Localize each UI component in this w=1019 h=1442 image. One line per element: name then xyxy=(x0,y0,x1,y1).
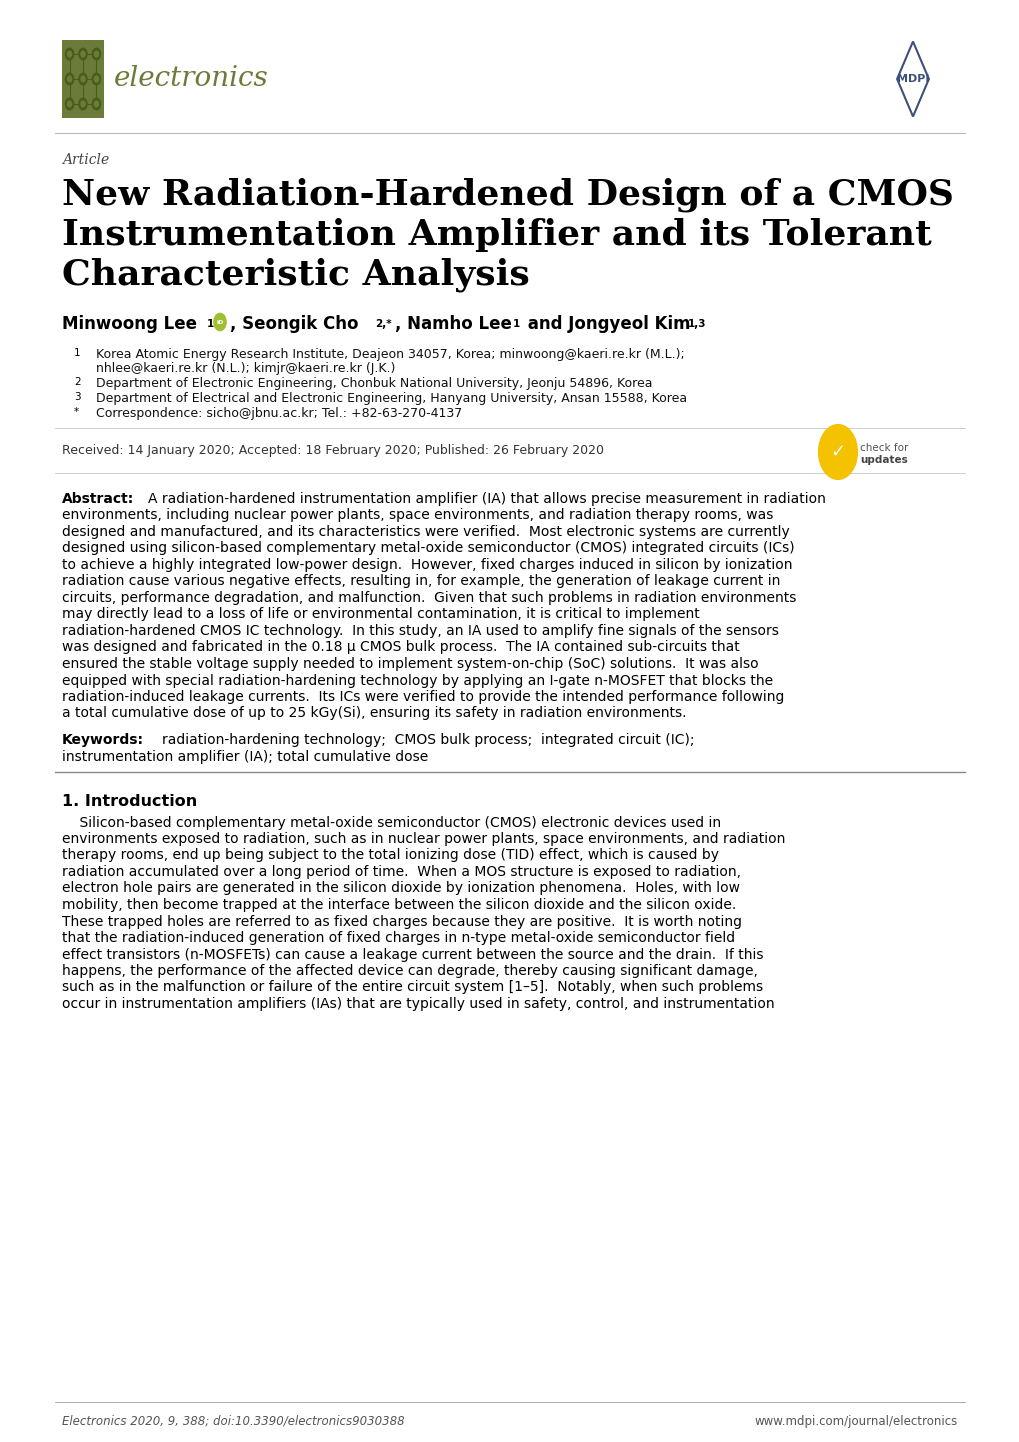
Text: , Namho Lee: , Namho Lee xyxy=(394,314,512,333)
Text: a total cumulative dose of up to 25 kGy(Si), ensuring its safety in radiation en: a total cumulative dose of up to 25 kGy(… xyxy=(62,707,686,721)
FancyBboxPatch shape xyxy=(62,40,104,118)
Text: was designed and fabricated in the 0.18 μ CMOS bulk process.  The IA contained s: was designed and fabricated in the 0.18 … xyxy=(62,640,739,655)
Circle shape xyxy=(78,48,87,59)
Text: 1: 1 xyxy=(207,319,214,329)
Text: equipped with special radiation-hardening technology by applying an I-gate n-MOS: equipped with special radiation-hardenin… xyxy=(62,673,772,688)
Circle shape xyxy=(65,98,73,110)
Text: effect transistors (n-MOSFETs) can cause a leakage current between the source an: effect transistors (n-MOSFETs) can cause… xyxy=(62,947,763,962)
Text: iD: iD xyxy=(216,320,223,324)
Text: Instrumentation Amplifier and its Tolerant: Instrumentation Amplifier and its Tolera… xyxy=(62,218,930,252)
Text: Minwoong Lee: Minwoong Lee xyxy=(62,314,197,333)
Text: may directly lead to a loss of life or environmental contamination, it is critic: may directly lead to a loss of life or e… xyxy=(62,607,699,622)
Circle shape xyxy=(95,50,99,56)
Text: 1: 1 xyxy=(74,348,81,358)
Text: designed and manufactured, and its characteristics were verified.  Most electron: designed and manufactured, and its chara… xyxy=(62,525,789,539)
Text: radiation-hardened CMOS IC technology.  In this study, an IA used to amplify fin: radiation-hardened CMOS IC technology. I… xyxy=(62,624,779,637)
Circle shape xyxy=(65,74,73,85)
Text: ✓: ✓ xyxy=(829,443,845,461)
Text: that the radiation-induced generation of fixed charges in n-type metal-oxide sem: that the radiation-induced generation of… xyxy=(62,932,735,945)
Text: Correspondence: sicho@jbnu.ac.kr; Tel.: +82-63-270-4137: Correspondence: sicho@jbnu.ac.kr; Tel.: … xyxy=(96,407,462,420)
Text: electronics: electronics xyxy=(114,65,268,92)
Text: radiation-induced leakage currents.  Its ICs were verified to provide the intend: radiation-induced leakage currents. Its … xyxy=(62,691,784,704)
Text: mobility, then become trapped at the interface between the silicon dioxide and t: mobility, then become trapped at the int… xyxy=(62,898,736,911)
Text: MDPI: MDPI xyxy=(896,74,928,84)
Circle shape xyxy=(81,50,85,56)
Text: such as in the malfunction or failure of the entire circuit system [1–5].  Notab: such as in the malfunction or failure of… xyxy=(62,981,762,995)
Circle shape xyxy=(78,98,87,110)
Text: Department of Electronic Engineering, Chonbuk National University, Jeonju 54896,: Department of Electronic Engineering, Ch… xyxy=(96,376,652,389)
Text: Department of Electrical and Electronic Engineering, Hanyang University, Ansan 1: Department of Electrical and Electronic … xyxy=(96,392,687,405)
Text: ensured the stable voltage supply needed to implement system-on-chip (SoC) solut: ensured the stable voltage supply needed… xyxy=(62,658,758,671)
Text: check for: check for xyxy=(859,443,908,453)
Text: updates: updates xyxy=(859,456,907,464)
Text: These trapped holes are referred to as fixed charges because they are positive. : These trapped holes are referred to as f… xyxy=(62,914,741,929)
Text: Electronics 2020, 9, 388; doi:10.3390/electronics9030388: Electronics 2020, 9, 388; doi:10.3390/el… xyxy=(62,1415,405,1428)
Circle shape xyxy=(65,48,73,59)
Text: happens, the performance of the affected device can degrade, thereby causing sig: happens, the performance of the affected… xyxy=(62,965,757,978)
Text: nhlee@kaeri.re.kr (N.L.); kimjr@kaeri.re.kr (J.K.): nhlee@kaeri.re.kr (N.L.); kimjr@kaeri.re… xyxy=(96,362,395,375)
Circle shape xyxy=(95,101,99,107)
Text: New Radiation-Hardened Design of a CMOS: New Radiation-Hardened Design of a CMOS xyxy=(62,177,953,212)
Text: 3: 3 xyxy=(74,392,81,402)
Circle shape xyxy=(93,98,101,110)
Text: Korea Atomic Energy Research Institute, Deajeon 34057, Korea; minwoong@kaeri.re.: Korea Atomic Energy Research Institute, … xyxy=(96,348,684,360)
Text: environments exposed to radiation, such as in nuclear power plants, space enviro: environments exposed to radiation, such … xyxy=(62,832,785,846)
Text: 1,3: 1,3 xyxy=(688,319,706,329)
Circle shape xyxy=(78,74,87,85)
Circle shape xyxy=(67,76,71,82)
Text: Keywords:: Keywords: xyxy=(62,733,144,747)
Circle shape xyxy=(81,101,85,107)
Text: www.mdpi.com/journal/electronics: www.mdpi.com/journal/electronics xyxy=(754,1415,957,1428)
Circle shape xyxy=(67,50,71,56)
Text: circuits, performance degradation, and malfunction.  Given that such problems in: circuits, performance degradation, and m… xyxy=(62,591,796,606)
Circle shape xyxy=(93,74,101,85)
Text: instrumentation amplifier (IA); total cumulative dose: instrumentation amplifier (IA); total cu… xyxy=(62,750,428,763)
Circle shape xyxy=(818,424,857,479)
Text: 2: 2 xyxy=(74,376,81,386)
Text: and Jongyeol Kim: and Jongyeol Kim xyxy=(522,314,690,333)
Text: electron hole pairs are generated in the silicon dioxide by ionization phenomena: electron hole pairs are generated in the… xyxy=(62,881,739,895)
Text: Characteristic Analysis: Characteristic Analysis xyxy=(62,258,529,293)
Text: to achieve a highly integrated low-power design.  However, fixed charges induced: to achieve a highly integrated low-power… xyxy=(62,558,792,572)
Text: A radiation-hardened instrumentation amplifier (IA) that allows precise measurem: A radiation-hardened instrumentation amp… xyxy=(148,492,825,506)
Text: radiation accumulated over a long period of time.  When a MOS structure is expos: radiation accumulated over a long period… xyxy=(62,865,740,880)
Text: radiation-hardening technology;  CMOS bulk process;  integrated circuit (IC);: radiation-hardening technology; CMOS bul… xyxy=(162,733,694,747)
Text: radiation cause various negative effects, resulting in, for example, the generat: radiation cause various negative effects… xyxy=(62,574,780,588)
Text: occur in instrumentation amplifiers (IAs) that are typically used in safety, con: occur in instrumentation amplifiers (IAs… xyxy=(62,996,773,1011)
Circle shape xyxy=(214,313,226,330)
Text: Article: Article xyxy=(62,153,109,167)
Text: therapy rooms, end up being subject to the total ionizing dose (TID) effect, whi: therapy rooms, end up being subject to t… xyxy=(62,848,718,862)
Circle shape xyxy=(81,76,85,82)
Text: 1: 1 xyxy=(513,319,520,329)
Text: Silicon-based complementary metal-oxide semiconductor (CMOS) electronic devices : Silicon-based complementary metal-oxide … xyxy=(62,816,720,829)
Text: Abstract:: Abstract: xyxy=(62,492,135,506)
Text: 1. Introduction: 1. Introduction xyxy=(62,793,197,809)
Text: *: * xyxy=(74,407,79,417)
Text: 2,*: 2,* xyxy=(375,319,391,329)
Circle shape xyxy=(67,101,71,107)
Circle shape xyxy=(93,48,101,59)
Text: , Seongik Cho: , Seongik Cho xyxy=(229,314,358,333)
Text: designed using silicon-based complementary metal-oxide semiconductor (CMOS) inte: designed using silicon-based complementa… xyxy=(62,542,794,555)
Circle shape xyxy=(95,76,99,82)
Text: Received: 14 January 2020; Accepted: 18 February 2020; Published: 26 February 20: Received: 14 January 2020; Accepted: 18 … xyxy=(62,444,603,457)
Text: environments, including nuclear power plants, space environments, and radiation : environments, including nuclear power pl… xyxy=(62,509,772,522)
